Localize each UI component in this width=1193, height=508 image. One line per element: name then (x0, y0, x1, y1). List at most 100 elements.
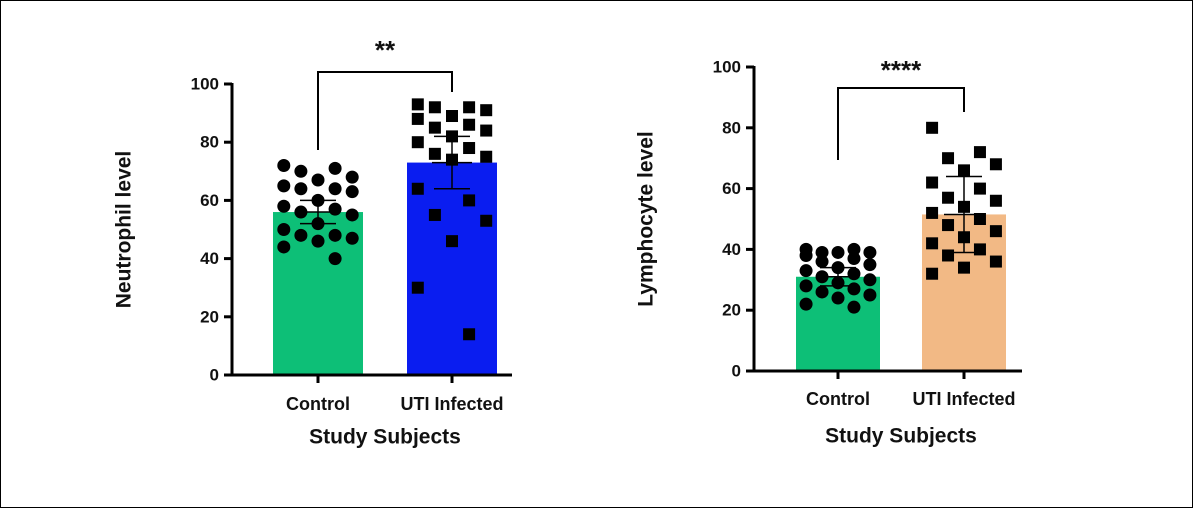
data-point (428, 121, 441, 134)
x-tick-label: Control (286, 394, 350, 414)
data-point (294, 164, 308, 178)
data-point (863, 288, 877, 302)
data-point (311, 173, 325, 187)
y-tick-label: 20 (722, 301, 741, 320)
data-point (428, 208, 441, 221)
data-point (989, 194, 1002, 207)
data-point (973, 243, 986, 256)
data-point (428, 147, 441, 160)
data-point (989, 255, 1002, 268)
data-point (463, 101, 476, 114)
significance-label: ** (375, 35, 396, 65)
data-point (345, 231, 359, 245)
data-point (277, 179, 291, 193)
data-point (863, 245, 877, 259)
data-point (958, 261, 970, 274)
y-tick-label: 0 (210, 365, 219, 384)
data-point (942, 152, 955, 165)
data-point (428, 101, 441, 114)
x-tick-label: UTI Infected (912, 389, 1015, 409)
data-point (328, 182, 342, 196)
data-point (480, 104, 493, 117)
data-point (831, 245, 845, 259)
bar (407, 162, 497, 375)
data-point (799, 297, 813, 311)
data-point (942, 191, 955, 204)
data-point (345, 185, 359, 199)
data-point (847, 242, 861, 256)
data-point (926, 206, 939, 219)
data-point (446, 110, 458, 123)
x-tick-label: Control (806, 389, 870, 409)
data-point (294, 228, 308, 242)
data-point (847, 267, 861, 281)
data-point (799, 264, 813, 278)
y-axis-label: Neutrophil level (113, 151, 136, 309)
data-point (463, 118, 476, 131)
x-axis-label: Study Subjects (309, 426, 461, 449)
significance-bracket (837, 87, 965, 160)
data-point (277, 158, 291, 172)
y-tick-label: 80 (722, 118, 741, 137)
y-tick-label: 60 (200, 191, 219, 210)
data-point (815, 285, 829, 299)
data-point (311, 234, 325, 248)
y-axis-label: Lymphocyte level (635, 131, 658, 306)
data-point (989, 225, 1002, 238)
data-point (480, 124, 493, 137)
data-point (411, 136, 424, 149)
significance-label: **** (881, 55, 922, 85)
data-point (973, 182, 986, 195)
data-point (277, 240, 291, 254)
data-point (411, 112, 424, 125)
y-tick-label: 60 (722, 179, 741, 198)
data-point (328, 202, 342, 216)
data-point (863, 258, 877, 272)
data-point (831, 291, 845, 305)
data-point (942, 249, 955, 262)
data-point (926, 237, 939, 250)
data-point (958, 164, 970, 177)
y-tick-label: 40 (722, 240, 741, 259)
data-point (463, 194, 476, 207)
data-point (277, 223, 291, 236)
data-point (989, 158, 1002, 171)
data-point (847, 300, 861, 314)
y-tick-label: 20 (200, 307, 219, 326)
data-point (799, 279, 813, 293)
x-axis-label: Study Subjects (825, 425, 977, 448)
significance-bracket (317, 71, 453, 150)
data-point (328, 161, 342, 175)
y-tick-label: 40 (200, 249, 219, 268)
y-tick-label: 100 (713, 57, 741, 76)
data-point (345, 208, 359, 222)
x-tick-label: UTI Infected (400, 394, 503, 414)
data-point (926, 121, 939, 134)
data-point (294, 182, 308, 196)
data-point (973, 146, 986, 159)
data-point (926, 176, 939, 189)
data-point (411, 281, 424, 294)
data-point (942, 219, 955, 232)
data-point (926, 267, 939, 280)
data-point (328, 252, 342, 266)
data-point (463, 142, 476, 155)
data-point (847, 282, 861, 296)
data-point (480, 150, 493, 163)
data-point (847, 252, 861, 266)
data-point (463, 328, 476, 341)
data-point (799, 248, 813, 262)
data-point (345, 170, 359, 184)
data-point (411, 98, 424, 111)
data-point (411, 182, 424, 195)
data-point (446, 235, 458, 248)
data-point (815, 255, 829, 269)
data-point (973, 213, 986, 225)
y-tick-label: 80 (200, 133, 219, 152)
data-point (480, 214, 493, 227)
y-tick-label: 100 (191, 74, 219, 93)
data-point (863, 273, 877, 287)
data-point (277, 199, 291, 213)
